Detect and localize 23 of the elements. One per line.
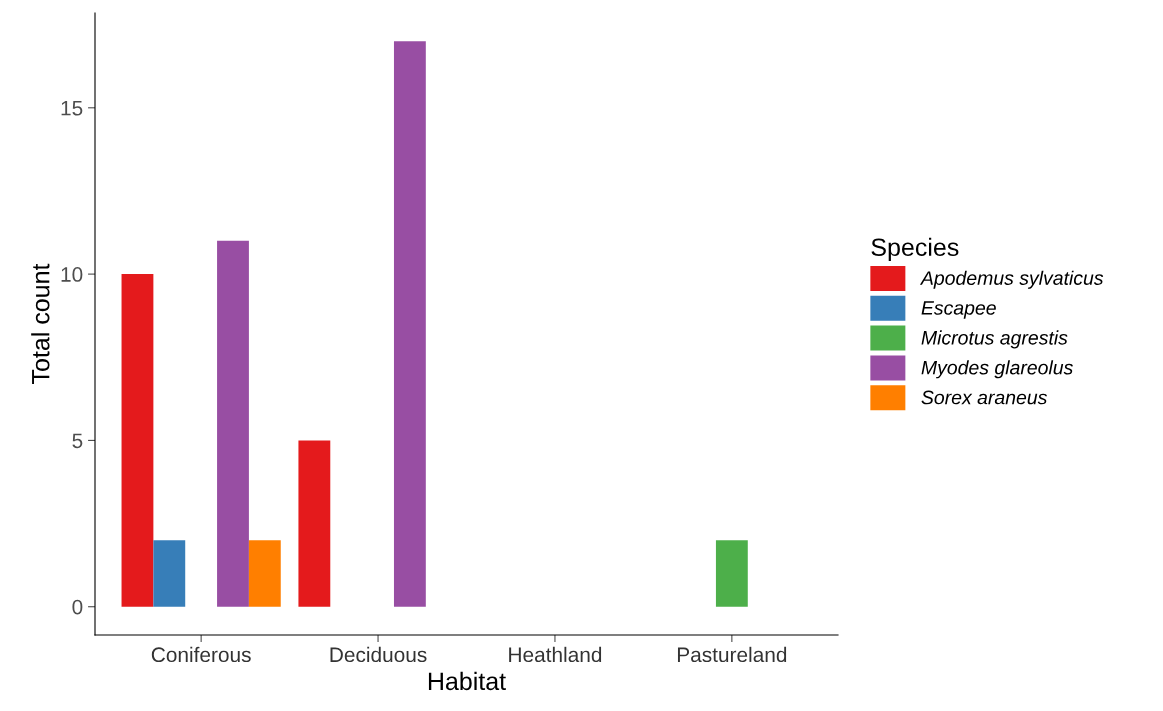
- x-tick-label: Pastureland: [677, 646, 787, 663]
- legend-label: Sorex araneus: [921, 390, 1047, 405]
- legend-label: Microtus agrestis: [921, 330, 1068, 349]
- bar: [715, 540, 748, 607]
- bar: [248, 540, 281, 607]
- bar: [217, 240, 249, 607]
- y-tick-label: 0: [72, 599, 83, 615]
- y-tick-label: 10: [61, 267, 83, 282]
- y-tick-label: 15: [61, 101, 83, 116]
- bar: [121, 274, 154, 607]
- bar: [153, 540, 186, 607]
- x-axis-title: Habitat: [428, 671, 506, 691]
- legend-title: Species: [871, 237, 959, 262]
- bar: [298, 440, 331, 607]
- bar: [393, 41, 426, 607]
- x-tick-label: Coniferous: [151, 646, 251, 663]
- legend-label: Apodemus sylvaticus: [919, 270, 1104, 289]
- y-axis-title: Total count: [31, 263, 50, 384]
- x-tick-label: Deciduous: [330, 646, 427, 663]
- legend-label: Myodes glareolus: [921, 360, 1073, 379]
- x-tick-label: Heathland: [509, 646, 602, 663]
- y-tick-label: 5: [72, 433, 83, 449]
- legend-label: Escapee: [921, 301, 996, 319]
